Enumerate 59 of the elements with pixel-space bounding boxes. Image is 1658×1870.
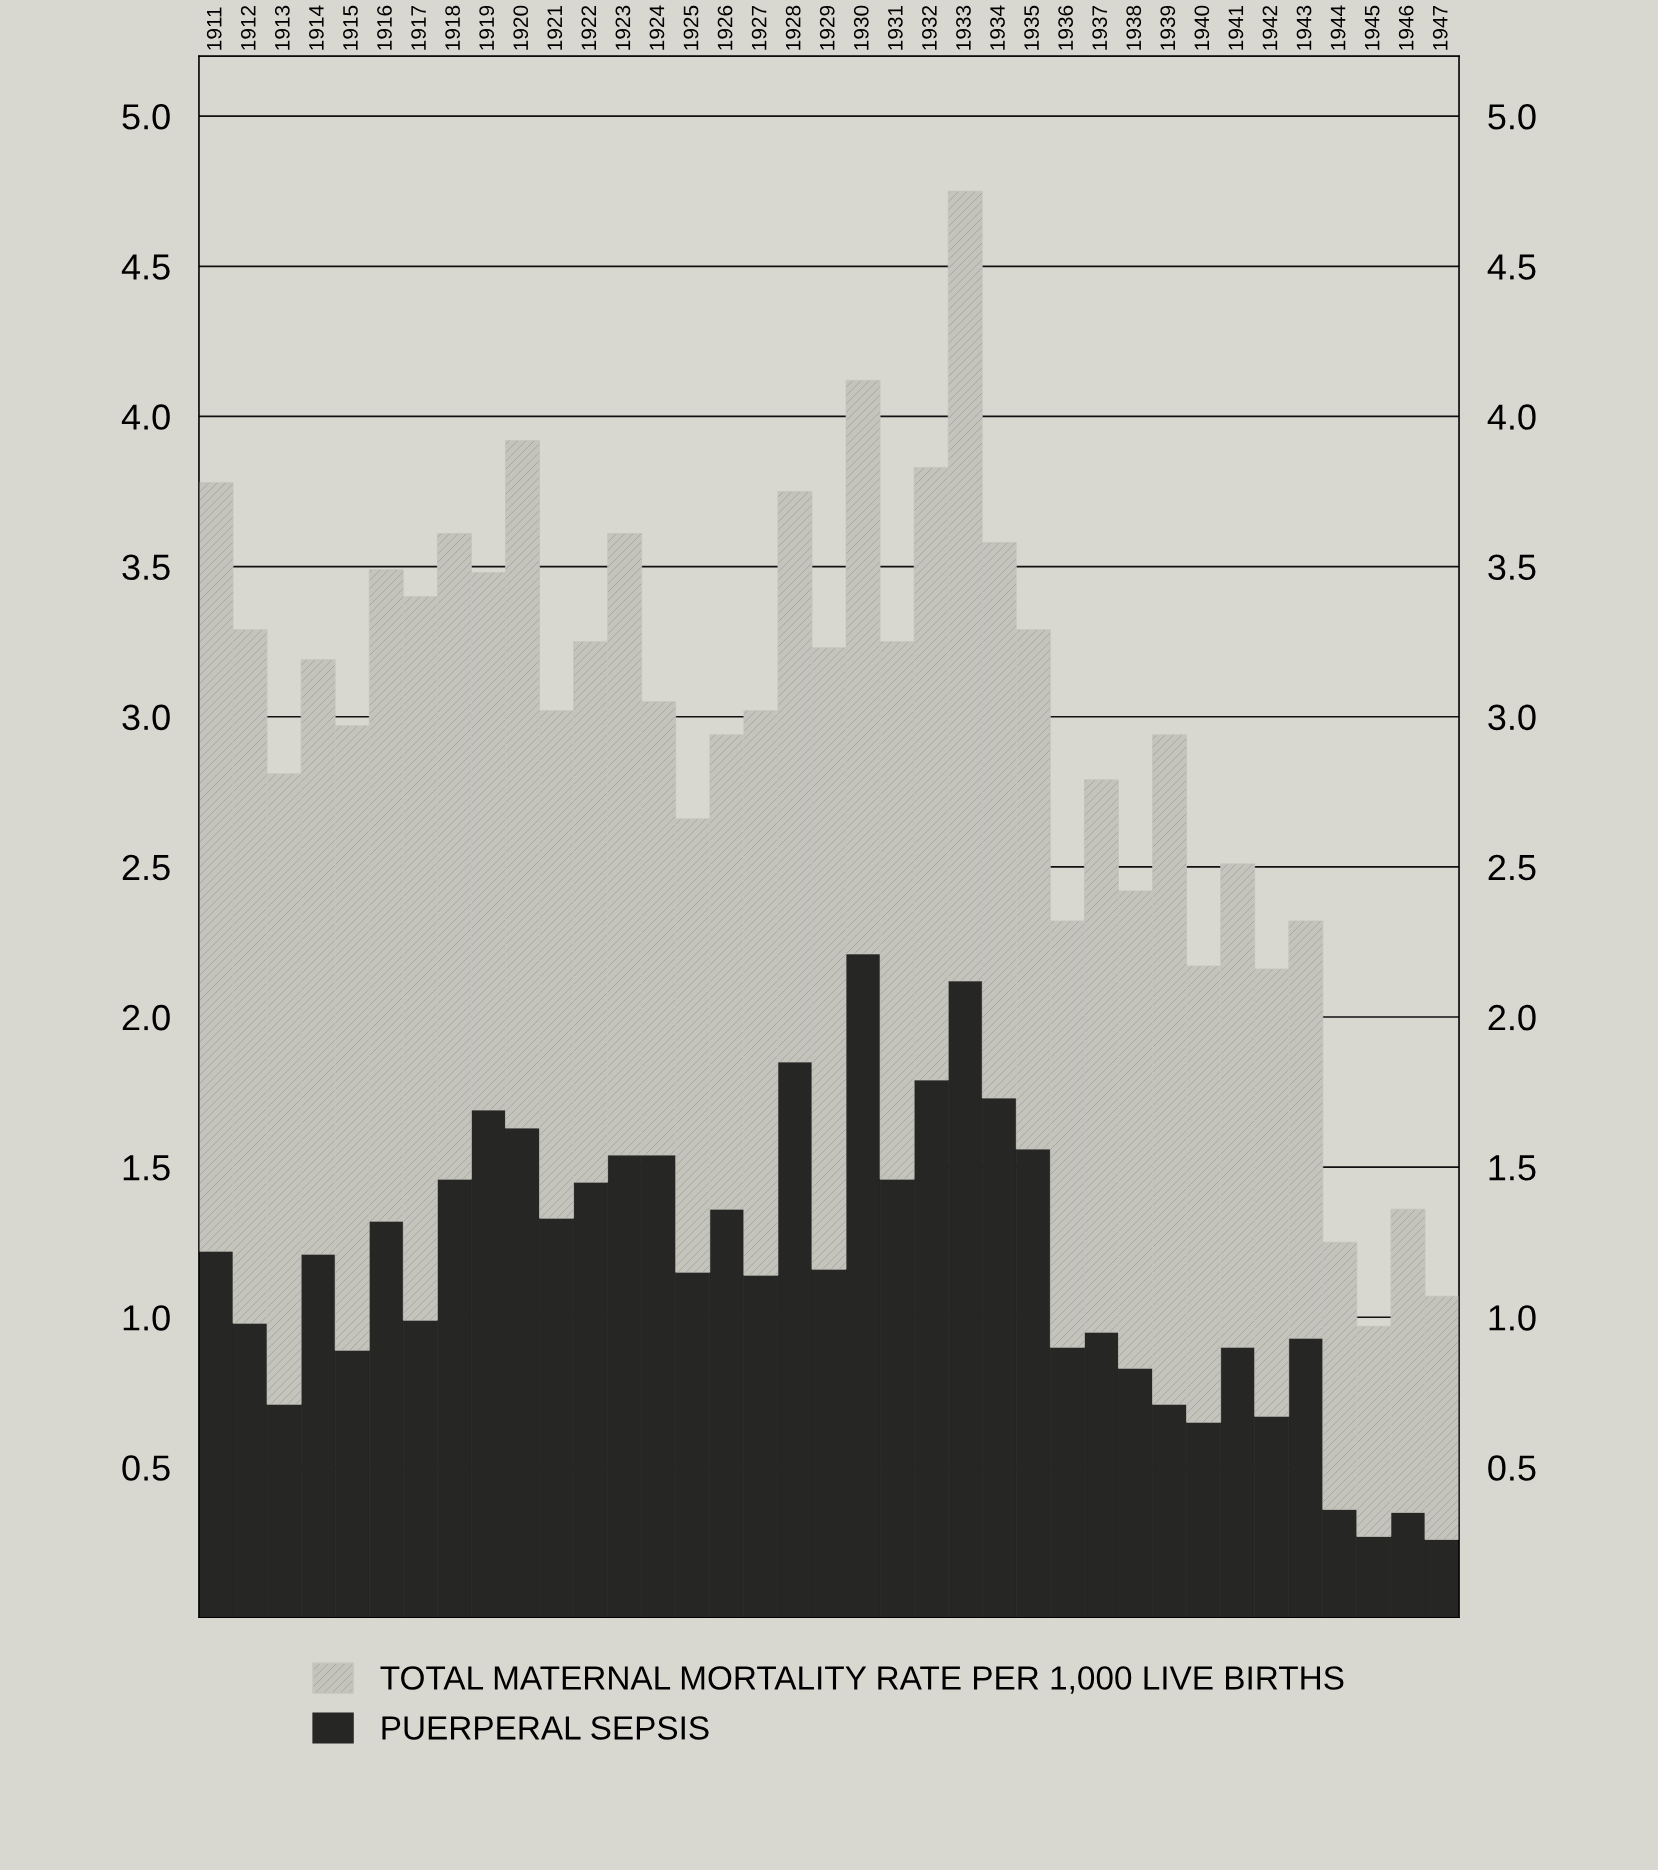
x-tick-label: 1922 xyxy=(581,5,597,50)
x-tick-label: 1921 xyxy=(547,5,563,50)
x-tick-label: 1913 xyxy=(274,5,290,50)
legend-label: TOTAL MATERNAL MORTALITY RATE PER 1,000 LIVE BIRTHS xyxy=(380,1666,1344,1694)
y-tick-label: 3.5 xyxy=(122,554,170,581)
y-tick-label: 1.5 xyxy=(123,1155,170,1181)
y-tick-label: 1.0 xyxy=(123,1305,170,1331)
x-tick-label: 1911 xyxy=(206,7,222,50)
x-tick-label: 1919 xyxy=(479,5,495,50)
y2-tick-label: 1.5 xyxy=(1489,1155,1536,1181)
x-tick-label: 1940 xyxy=(1194,5,1210,50)
x-tick-label: 1944 xyxy=(1330,5,1346,50)
x-tick-label: 1923 xyxy=(615,5,631,50)
y2-tick-label: 3.0 xyxy=(1488,704,1536,731)
x-tick-label: 1941 xyxy=(1228,5,1244,50)
y2-tick-label: 5.0 xyxy=(1488,104,1536,130)
y2-tick-label: 4.0 xyxy=(1487,404,1536,430)
y-tick-label: 2.0 xyxy=(122,1004,170,1031)
x-tick-label: 1934 xyxy=(990,5,1005,50)
x-tick-label: 1943 xyxy=(1296,5,1312,50)
x-tick-label: 1924 xyxy=(649,5,665,50)
x-tick-label: 1939 xyxy=(1160,5,1176,50)
x-tick-label: 1947 xyxy=(1432,5,1448,50)
y2-tick-label: 3.5 xyxy=(1488,554,1536,581)
y2-tick-label: 4.5 xyxy=(1487,254,1536,280)
y-tick-label: 4.0 xyxy=(121,404,170,430)
x-tick-label: 1936 xyxy=(1058,5,1073,50)
y-tick-label: 5.0 xyxy=(122,104,170,130)
y-tick-label: 0.5 xyxy=(122,1455,170,1481)
y2-tick-label: 0.5 xyxy=(1488,1455,1536,1481)
y2-tick-label: 2.5 xyxy=(1488,854,1536,881)
x-tick-label: 1946 xyxy=(1398,5,1414,50)
x-tick-label: 1928 xyxy=(785,5,801,50)
x-tick-label: 1918 xyxy=(445,5,460,50)
y-tick-label: 4.5 xyxy=(121,254,170,280)
y-tick-label: 3.0 xyxy=(122,704,170,731)
x-tick-label: 1912 xyxy=(240,5,256,50)
y-tick-label: 2.5 xyxy=(122,854,170,881)
x-tick-label: 1915 xyxy=(343,5,358,50)
x-tick-label: 1945 xyxy=(1364,5,1380,50)
x-tick-label: 1927 xyxy=(751,5,767,50)
x-tick-label: 1925 xyxy=(683,5,699,50)
x-tick-label: 1935 xyxy=(1024,5,1039,50)
legend-label: PUERPERAL SEPSIS xyxy=(382,1716,709,1740)
x-tick-label: 1937 xyxy=(1092,5,1108,50)
x-tick-label: 1938 xyxy=(1126,5,1142,50)
x-tick-label: 1942 xyxy=(1262,5,1278,50)
x-tick-label: 1914 xyxy=(309,5,324,50)
x-tick-label: 1916 xyxy=(377,5,392,50)
y2-tick-label: 1.0 xyxy=(1489,1305,1536,1331)
y2-tick-label: 2.0 xyxy=(1488,1004,1536,1031)
x-tick-label: 1930 xyxy=(853,5,869,50)
x-tick-label: 1931 xyxy=(887,5,903,50)
x-tick-label: 1929 xyxy=(819,5,835,50)
x-tick-label: 1933 xyxy=(956,5,971,50)
x-tick-label: 1917 xyxy=(411,5,426,50)
x-tick-label: 1920 xyxy=(513,5,529,50)
x-tick-label: 1932 xyxy=(922,5,937,50)
x-tick-label: 1926 xyxy=(717,5,733,50)
